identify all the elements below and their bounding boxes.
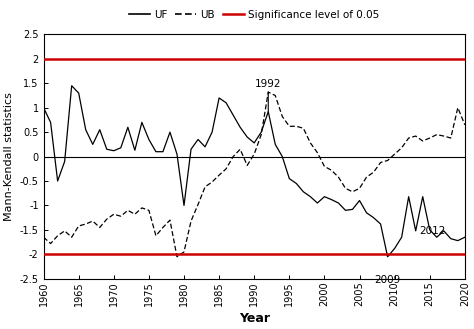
Line: UB: UB — [44, 92, 465, 257]
UB — [420, 139, 426, 143]
UB — [139, 206, 145, 210]
UB — [308, 141, 313, 145]
UB — [462, 123, 468, 127]
Y-axis label: Mann-Kendall statistics: Mann-Kendall statistics — [4, 92, 14, 221]
UB — [41, 235, 46, 239]
UF — [462, 235, 468, 239]
Line: UF: UF — [44, 86, 465, 257]
UF — [69, 84, 74, 88]
X-axis label: Year: Year — [239, 312, 270, 325]
UF — [41, 106, 46, 110]
UF — [195, 138, 201, 141]
UF — [132, 148, 138, 152]
Text: 2012: 2012 — [419, 226, 446, 236]
UB — [280, 114, 285, 118]
UF — [273, 142, 278, 146]
UF — [146, 138, 152, 141]
UF — [385, 255, 391, 259]
UF — [301, 190, 306, 194]
Legend: UF, UB, Significance level of 0.05: UF, UB, Significance level of 0.05 — [125, 5, 384, 24]
UB — [265, 90, 271, 94]
UB — [174, 255, 180, 259]
Text: 1992: 1992 — [255, 79, 282, 112]
UB — [195, 203, 201, 207]
UB — [125, 208, 131, 212]
UF — [420, 195, 426, 199]
Text: 2009: 2009 — [374, 275, 401, 285]
